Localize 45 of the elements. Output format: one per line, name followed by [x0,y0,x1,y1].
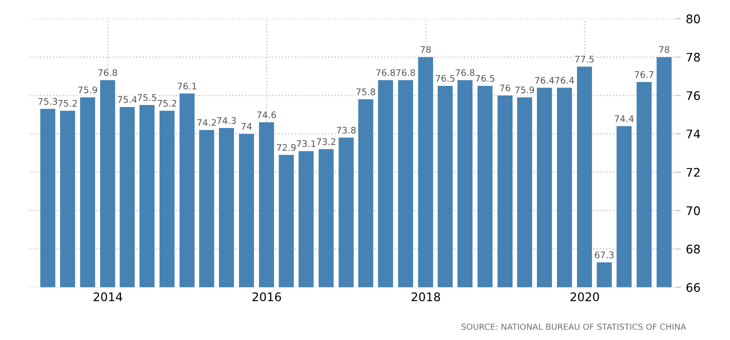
data-label: 76.1 [178,82,196,90]
data-label: 74 [241,123,252,130]
data-label: 77.5 [575,56,594,63]
data-label: 75.9 [78,86,98,94]
y-tick-label: 76 [686,91,700,100]
y-tick-label: 74 [686,130,700,138]
data-label: 74.2 [197,119,216,126]
y-tick-label: 68 [686,244,700,254]
data-label: 78 [659,46,670,54]
data-label: 76.8 [396,69,416,76]
data-label: 73.8 [336,126,356,134]
data-label: 74.6 [257,111,276,118]
data-label: 67.3 [594,251,614,258]
data-label: 75.2 [158,100,176,107]
data-label: 76.4 [555,76,574,84]
data-label: 74.3 [217,117,236,124]
data-label: 75.3 [38,98,58,105]
data-label: 76.5 [476,74,494,82]
y-tick-label: 78 [686,52,700,62]
y-tick-label: 70 [686,206,700,216]
data-label: 75.5 [138,94,156,101]
data-label: 72.9 [277,144,296,151]
data-label: 75.2 [58,100,77,107]
x-tick-label: 2014 [94,292,122,302]
data-label: 75.4 [118,96,137,103]
x-tick-label: 2020 [570,292,599,302]
data-label: 76.8 [456,69,474,76]
data-label: 73.1 [296,140,316,148]
data-label: 73.2 [316,138,336,146]
data-label: 75.8 [356,88,376,96]
data-label: 76.4 [535,76,554,84]
x-tick-label: 2018 [412,292,440,302]
data-label: 75.9 [515,86,534,94]
y-tick-label: 80 [686,14,700,24]
data-label: 76.8 [98,69,118,76]
data-label: 74.4 [614,115,634,122]
data-label: 76 [500,84,510,92]
data-label: 78 [420,46,431,54]
x-tick-label: 2016 [252,292,282,302]
data-label: 76.5 [436,74,454,82]
data-label: 76.8 [376,69,395,76]
y-tick-label: 72 [686,168,700,177]
y-tick-label: 66 [686,283,700,292]
source-note: SOURCE: NATIONAL BUREAU OF STATISTICS OF CHINA [462,324,686,330]
data-label: 76.7 [634,71,654,78]
